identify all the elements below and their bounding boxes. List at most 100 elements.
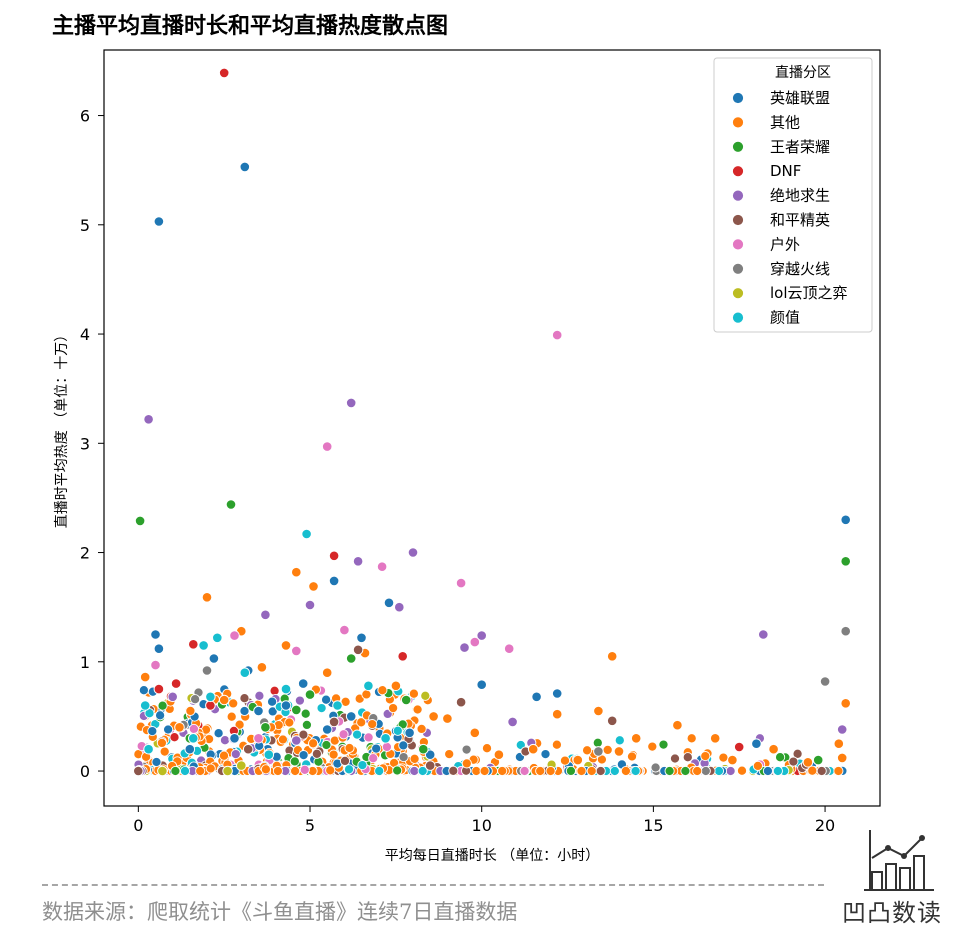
- scatter-point: [758, 629, 769, 640]
- scatter-point: [272, 765, 283, 777]
- scatter-point: [709, 733, 721, 744]
- scatter-point: [218, 67, 230, 79]
- scatter-point: [321, 441, 333, 452]
- scatter-point: [736, 765, 748, 776]
- scatter-point: [229, 630, 240, 641]
- scatter-point: [280, 700, 292, 711]
- scatter-point: [150, 659, 161, 671]
- scatter-point: [503, 643, 515, 655]
- scatter-point: [381, 741, 392, 752]
- scatter-point: [222, 765, 233, 777]
- points-layer: [133, 67, 852, 777]
- scatter-point: [412, 704, 423, 715]
- scatter-point: [167, 691, 178, 703]
- scatter-point: [290, 765, 301, 777]
- scatter-point: [311, 748, 322, 759]
- scatter-point: [380, 733, 391, 744]
- scatter-point: [686, 733, 697, 744]
- scatter-point: [392, 765, 403, 776]
- scatter-point: [461, 744, 472, 755]
- scatter-point: [442, 713, 453, 724]
- x-axis: 0 5 10 15 20: [133, 806, 835, 835]
- scatter-point: [417, 765, 428, 777]
- x-tick-label: 5: [305, 816, 315, 835]
- scatter-point: [225, 499, 237, 510]
- scatter-point: [630, 733, 642, 744]
- scatter-point: [409, 765, 420, 777]
- scatter-point: [328, 575, 340, 587]
- scatter-point: [404, 727, 415, 739]
- scatter-point: [357, 760, 368, 771]
- scatter-point: [390, 680, 402, 692]
- scatter-point: [455, 696, 467, 708]
- scatter-point: [321, 667, 333, 679]
- scatter-point: [179, 765, 191, 777]
- scatter-point: [297, 678, 309, 689]
- scatter-point: [153, 683, 165, 695]
- scatter-point: [269, 685, 280, 696]
- scatter-point: [229, 733, 240, 744]
- legend-marker: [732, 311, 744, 324]
- y-tick-label: 2: [80, 544, 90, 563]
- scatter-point: [626, 751, 638, 762]
- scatter-point: [308, 581, 319, 592]
- scatter-point: [289, 756, 300, 767]
- scatter-point: [388, 703, 399, 714]
- y-tick-label: 3: [80, 434, 90, 453]
- scatter-point: [836, 752, 848, 764]
- scatter-point: [139, 671, 151, 683]
- scatter-point: [840, 556, 852, 567]
- scatter-point: [321, 724, 333, 735]
- y-axis: 0 1 2 3 4 5 6: [80, 107, 104, 781]
- scatter-point: [133, 765, 144, 777]
- x-axis-label: 平均每日直播时长 （单位：小时）: [385, 847, 599, 864]
- scatter-point: [201, 592, 213, 603]
- scatter-point: [234, 719, 245, 730]
- source-divider: [42, 884, 824, 886]
- scatter-point: [280, 683, 292, 695]
- scatter-point: [609, 765, 620, 777]
- scatter-point: [481, 743, 493, 754]
- scatter-point: [664, 765, 675, 777]
- scatter-point: [147, 726, 158, 737]
- scatter-point: [205, 763, 216, 774]
- scatter-point: [595, 765, 606, 777]
- scatter-point: [807, 765, 818, 776]
- scatter-point: [304, 689, 316, 700]
- scatter-point: [572, 754, 584, 766]
- scatter-point: [400, 694, 412, 706]
- scatter-point: [383, 597, 395, 609]
- scatter-point: [343, 764, 355, 775]
- scatter-point: [775, 752, 786, 763]
- scatter-point: [551, 708, 563, 720]
- scatter-point: [606, 715, 618, 727]
- legend-item-label: 绝地求生: [770, 187, 830, 205]
- scatter-point: [630, 765, 641, 777]
- scatter-point: [368, 753, 379, 764]
- scatter-point: [185, 705, 196, 716]
- scatter-point: [582, 745, 593, 756]
- legend-item-label: 户外: [770, 235, 800, 253]
- scatter-point: [551, 329, 563, 341]
- scatter-point: [377, 685, 388, 696]
- scatter-point: [772, 765, 783, 777]
- legend-item-label: 穿越火线: [770, 260, 830, 278]
- scatter-point: [213, 728, 224, 739]
- scatter-point: [134, 515, 146, 527]
- legend-marker: [732, 262, 744, 275]
- scatter-point: [812, 754, 824, 766]
- scatter-point: [253, 733, 264, 744]
- scatter-point: [461, 758, 472, 769]
- scatter-point: [260, 764, 271, 775]
- scatter-point: [819, 676, 831, 687]
- scatter-point: [144, 708, 155, 719]
- scatter-point: [239, 693, 250, 704]
- scatter-point: [397, 651, 409, 662]
- scatter-point: [420, 690, 431, 701]
- scatter-point: [374, 765, 385, 777]
- scatter-point: [363, 680, 374, 692]
- scatter-point: [218, 694, 230, 706]
- scatter-point: [267, 706, 278, 717]
- scatter-point: [527, 743, 539, 755]
- scatter-point: [352, 644, 364, 656]
